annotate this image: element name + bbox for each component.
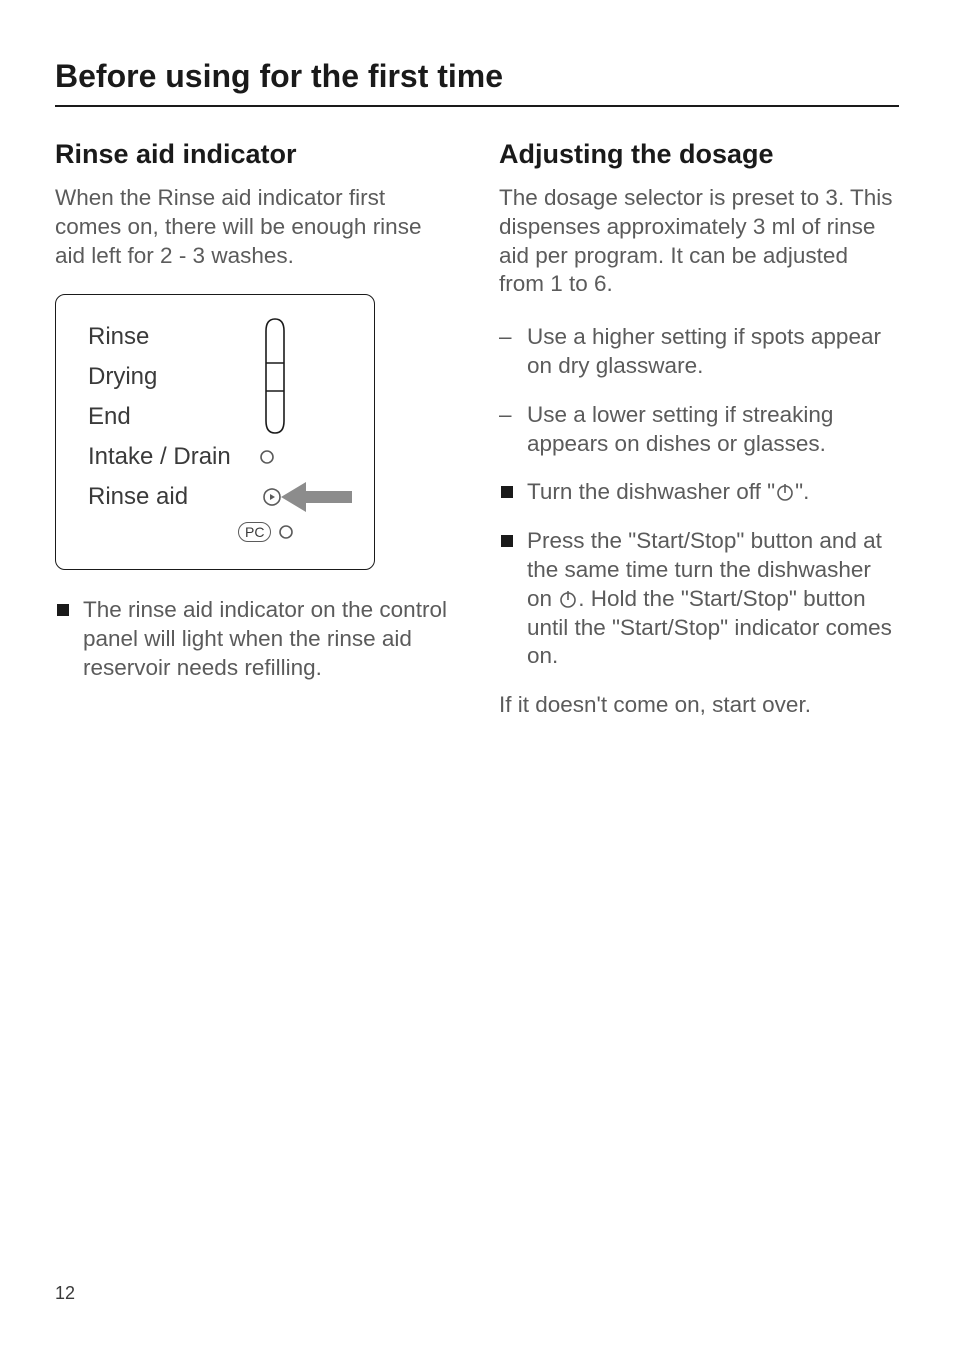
page-number: 12	[55, 1283, 75, 1304]
diagram-row-drying: Drying	[88, 357, 352, 397]
pointer-arrow-icon	[281, 482, 352, 512]
dash-list: Use a higher setting if spots appear on …	[499, 323, 899, 458]
diagram-row-rinse: Rinse	[88, 317, 352, 357]
right-column: Adjusting the dosage The dosage selector…	[499, 139, 899, 744]
diagram-label: Intake / Drain	[88, 443, 258, 471]
indicator-circle-icon	[277, 523, 295, 541]
diagram-row-rinseaid: Rinse aid	[88, 477, 352, 517]
pc-indicator: PC	[238, 517, 352, 547]
diagram-row-end: End	[88, 397, 352, 437]
page: Before using for the first time Rinse ai…	[0, 0, 954, 1352]
indicator-circle-icon	[258, 448, 276, 466]
diagram-row-intake: Intake / Drain	[88, 437, 352, 477]
left-intro: When the Rinse aid indicator first comes…	[55, 184, 455, 270]
two-column-layout: Rinse aid indicator When the Rinse aid i…	[55, 139, 899, 744]
list-item: The rinse aid indicator on the control p…	[55, 596, 455, 682]
diagram-label: End	[88, 403, 258, 431]
square-list: Turn the dishwasher off "". Press the "S…	[499, 478, 899, 671]
rinse-aid-arrow-icon	[258, 479, 352, 515]
pc-label: PC	[238, 522, 271, 542]
list-item: Use a lower setting if streaking appears…	[499, 401, 899, 459]
page-title: Before using for the first time	[55, 58, 899, 95]
progress-bottom-icon	[258, 397, 292, 437]
diagram-label: Rinse	[88, 323, 258, 351]
right-note: If it doesn't come on, start over.	[499, 691, 899, 720]
left-heading: Rinse aid indicator	[55, 139, 455, 170]
title-rule	[55, 105, 899, 107]
right-heading: Adjusting the dosage	[499, 139, 899, 170]
indicator-diagram: Rinse Drying End	[55, 294, 375, 570]
left-bullet-list: The rinse aid indicator on the control p…	[55, 596, 455, 682]
diagram-label: Drying	[88, 363, 258, 391]
left-column: Rinse aid indicator When the Rinse aid i…	[55, 139, 455, 744]
list-item: Use a higher setting if spots appear on …	[499, 323, 899, 381]
progress-mid-icon	[258, 357, 292, 397]
diagram-label: Rinse aid	[88, 483, 258, 511]
list-item: Press the "Start/Stop" button and at the…	[499, 527, 899, 671]
list-item: Turn the dishwasher off "".	[499, 478, 899, 507]
progress-top-icon	[258, 317, 292, 357]
right-intro: The dosage selector is preset to 3. This…	[499, 184, 899, 299]
